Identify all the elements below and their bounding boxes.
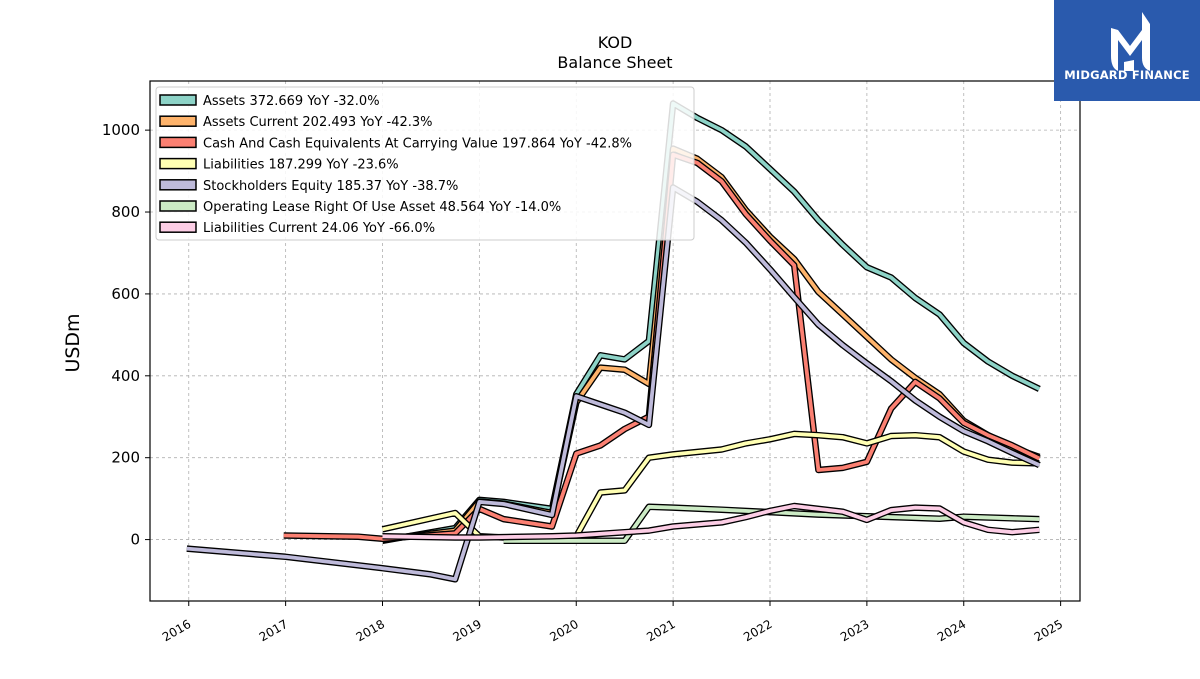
legend-label: Stockholders Equity 185.37 YoY -38.7%: [203, 179, 458, 194]
brand-logo: MIDGARD FINANCE: [1054, 0, 1200, 101]
chart-subtitle: Balance Sheet: [557, 53, 672, 72]
y-tick-label: 200: [111, 449, 140, 467]
legend: Assets 372.669 YoY -32.0% Assets Current …: [155, 86, 695, 241]
x-tick-label: 2022: [741, 617, 774, 644]
plot-frame: [149, 80, 1081, 602]
legend-swatch: [159, 221, 197, 233]
legend-box: [155, 86, 695, 241]
x-tick-label: 2017: [257, 617, 290, 644]
legend-swatch: [159, 94, 197, 106]
y-tick-label: 800: [111, 203, 140, 221]
legend-swatch: [159, 136, 197, 149]
y-tick-label: 0: [130, 531, 140, 549]
x-tick-label: 2019: [450, 617, 483, 644]
y-tick-label: 400: [111, 367, 140, 385]
x-tick-label: 2016: [160, 617, 193, 644]
y-axis-label: USDm: [62, 313, 84, 372]
legend-swatch: [159, 200, 197, 212]
legend-label: Operating Lease Right Of Use Asset 48.56…: [203, 200, 561, 215]
brand-name: MIDGARD FINANCE: [1064, 68, 1190, 82]
legend-swatch: [159, 157, 197, 170]
series-stroke: [382, 504, 1040, 540]
y-tick-label: 600: [111, 285, 140, 303]
x-tick-label: 2024: [935, 617, 968, 644]
legend-label: Liabilities Current 24.06 YoY -66.0%: [203, 221, 435, 236]
x-tick-label: 2025: [1032, 617, 1065, 644]
y-tick-label: 1000: [102, 121, 140, 139]
x-tick-label: 2020: [547, 617, 580, 644]
legend-label: Cash And Cash Equivalents At Carrying Va…: [203, 136, 632, 151]
legend-swatch: [159, 179, 197, 191]
chart-title: KOD: [598, 33, 633, 52]
series-line-7: [382, 502, 1040, 541]
series-line-3: [283, 151, 1041, 543]
series-lines: [186, 100, 1041, 583]
x-tick-label: 2018: [354, 617, 387, 644]
series-stroke: [283, 152, 1041, 541]
legend-swatch: [159, 115, 197, 127]
legend-label: Assets Current 202.493 YoY -42.3%: [203, 115, 433, 130]
x-tick-label: 2021: [644, 617, 677, 644]
legend-label: Liabilities 187.299 YoY -23.6%: [203, 158, 399, 173]
brand-mark-icon: [1111, 12, 1150, 71]
x-tick-label: 2023: [838, 617, 871, 644]
legend-label: Assets 372.669 YoY -32.0%: [203, 94, 380, 109]
